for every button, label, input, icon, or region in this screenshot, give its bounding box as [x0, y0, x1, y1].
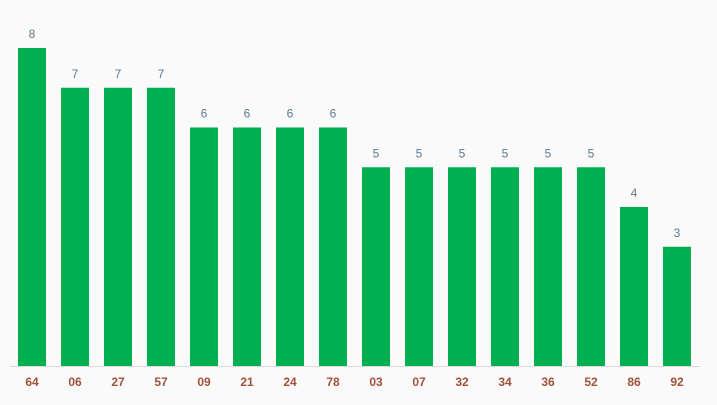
value-label: 5: [588, 146, 595, 160]
bar: [61, 87, 89, 366]
bar: [620, 207, 648, 366]
bar: [190, 127, 218, 366]
x-tick-label: 21: [240, 375, 254, 389]
x-tick-label: 34: [498, 375, 512, 389]
value-label: 5: [502, 146, 509, 160]
bar: [663, 246, 691, 366]
value-label: 7: [72, 67, 79, 81]
bar: [448, 167, 476, 366]
bar: [104, 87, 132, 366]
x-tick-label: 92: [670, 375, 684, 389]
value-label: 6: [244, 107, 251, 121]
x-tick-label: 32: [455, 375, 469, 389]
bar: [276, 127, 304, 366]
bar: [362, 167, 390, 366]
x-tick-label: 52: [584, 375, 598, 389]
x-tick-label: 36: [541, 375, 555, 389]
value-label: 5: [373, 146, 380, 160]
x-tick-label: 27: [111, 375, 125, 389]
bar: [233, 127, 261, 366]
value-label: 6: [287, 107, 294, 121]
value-label: 7: [158, 67, 165, 81]
value-label: 5: [459, 146, 466, 160]
x-tick-label: 06: [68, 375, 82, 389]
x-tick-label: 07: [412, 375, 426, 389]
bar: [577, 167, 605, 366]
bar: [534, 167, 562, 366]
x-tick-label: 78: [326, 375, 340, 389]
value-label: 6: [201, 107, 208, 121]
x-tick-label: 86: [627, 375, 641, 389]
x-tick-label: 03: [369, 375, 383, 389]
bar: [319, 127, 347, 366]
bar: [491, 167, 519, 366]
bar: [405, 167, 433, 366]
bar: [18, 48, 46, 366]
x-tick-label: 64: [25, 375, 39, 389]
x-tick-label: 09: [197, 375, 211, 389]
x-tick-label: 24: [283, 375, 297, 389]
bar: [147, 87, 175, 366]
value-label: 6: [330, 107, 337, 121]
value-label: 7: [115, 67, 122, 81]
value-label: 5: [416, 146, 423, 160]
x-tick-label: 57: [154, 375, 168, 389]
value-label: 5: [545, 146, 552, 160]
value-label: 3: [674, 226, 681, 240]
value-label: 4: [631, 186, 638, 200]
value-label: 8: [29, 27, 36, 41]
